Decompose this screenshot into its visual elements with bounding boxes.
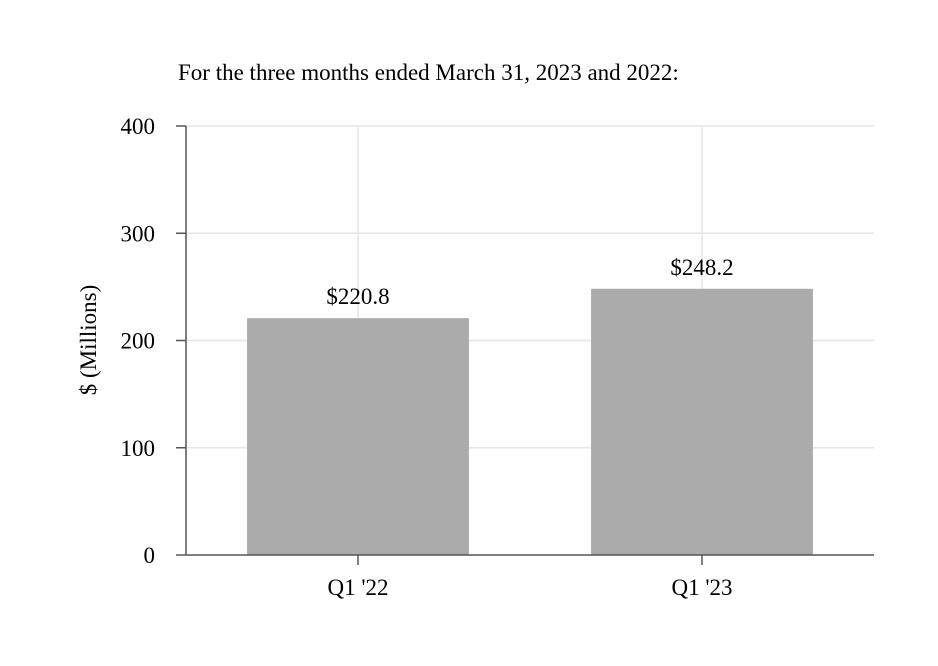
data-label: $220.8 <box>326 284 389 309</box>
bar <box>591 288 813 555</box>
y-tick-label: 0 <box>144 543 156 568</box>
bar <box>247 318 469 555</box>
x-tick-label: Q1 '22 <box>327 575 388 600</box>
y-tick-label: 400 <box>121 114 156 139</box>
y-tick-label: 300 <box>121 221 156 246</box>
y-tick-label: 200 <box>121 329 156 354</box>
x-tick-label: Q1 '23 <box>671 575 732 600</box>
chart-title: For the three months ended March 31, 202… <box>178 60 679 85</box>
data-label: $248.2 <box>670 255 733 280</box>
y-tick-label: 100 <box>121 436 156 461</box>
